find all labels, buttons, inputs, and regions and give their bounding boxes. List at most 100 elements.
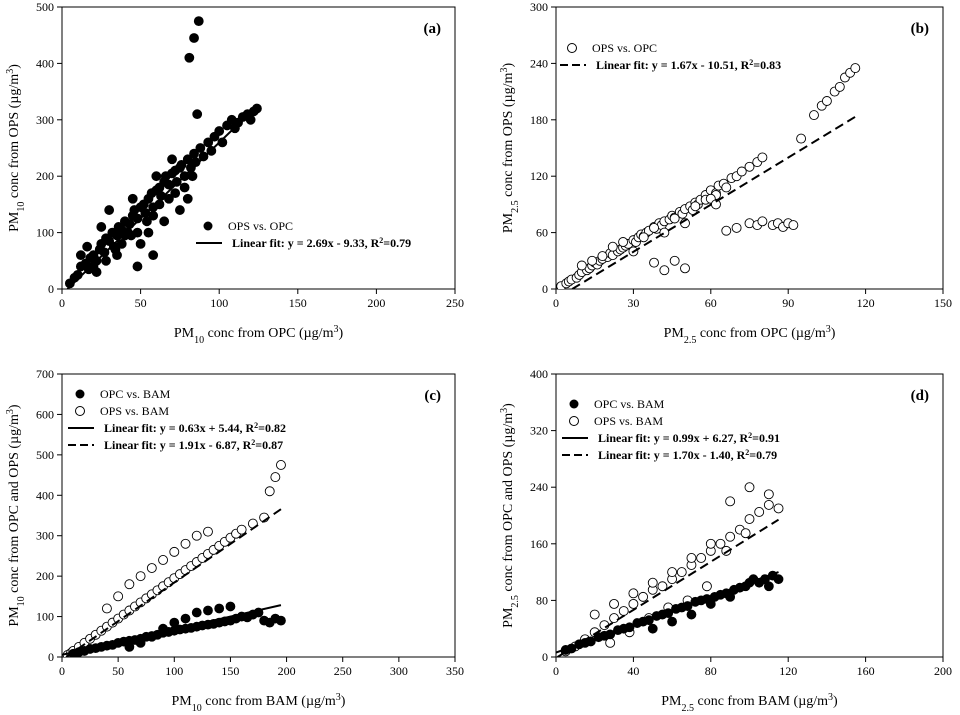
- series-filled: [64, 16, 262, 289]
- data-point: [124, 579, 135, 590]
- data-point: [773, 503, 784, 514]
- legend-entry: OPS vs. BAM: [100, 404, 169, 418]
- data-point: [189, 33, 199, 43]
- y-tick-label: 60: [536, 226, 548, 240]
- data-point: [788, 220, 799, 231]
- fit-line-solid: [66, 105, 258, 289]
- data-point: [676, 567, 687, 578]
- data-point: [773, 574, 784, 585]
- y-axis-label: PM10 conc from OPC and OPS (µg/m3): [5, 404, 27, 627]
- data-point: [135, 571, 146, 582]
- data-point: [680, 263, 690, 274]
- x-tick-label: 150: [289, 296, 307, 310]
- fit-line-dashed: [557, 518, 780, 657]
- x-axis-label: PM2.5 conc from OPC (µg/m3): [664, 324, 836, 346]
- data-point: [757, 216, 768, 227]
- data-point: [607, 241, 618, 252]
- y-tick-label: 320: [530, 424, 548, 438]
- y-tick-label: 400: [36, 56, 54, 70]
- data-point: [736, 166, 747, 177]
- data-point: [91, 267, 102, 277]
- data-point: [667, 567, 678, 578]
- legend: OPC vs. BAM OPS vs. BAM Linear fit: y = 0.…: [562, 397, 780, 462]
- panel-d: 0 40 80 120 160 200 0 80 160 240 320 400 PM2.5 conc …: [499, 367, 953, 714]
- y-tick-label: 240: [530, 56, 548, 70]
- x-tick-label: 200: [278, 664, 296, 678]
- data-point: [101, 603, 112, 614]
- x-tick-label: 90: [782, 296, 794, 310]
- data-point: [657, 581, 668, 592]
- data-point: [184, 52, 195, 63]
- data-point: [725, 591, 736, 602]
- x-tick-label: 0: [553, 664, 559, 678]
- legend-entry: OPS vs. BAM: [594, 414, 663, 428]
- legend-fit-label: Linear fit: y = 0.99x + 6.27, R2=0.91: [598, 431, 780, 446]
- panel-label: (b): [911, 21, 929, 37]
- data-point: [721, 225, 732, 236]
- data-point: [725, 531, 736, 542]
- data-point: [628, 598, 639, 609]
- plot-frame: [61, 6, 456, 290]
- data-point: [647, 577, 658, 588]
- y-tick-label: 400: [36, 488, 54, 502]
- y-tick-label: 500: [36, 0, 54, 14]
- data-point: [669, 213, 680, 224]
- data-point: [132, 213, 143, 224]
- data-point: [686, 553, 697, 563]
- data-point: [116, 238, 127, 249]
- legend-marker-filled: [203, 221, 213, 231]
- x-tick-label: 80: [705, 664, 717, 678]
- y-tick-label: 0: [48, 282, 54, 296]
- data-point: [169, 546, 180, 557]
- data-point: [214, 603, 225, 614]
- legend: OPC vs. BAM OPS vs. BAM Linear fit: y = 0.…: [68, 387, 286, 452]
- data-point: [191, 530, 202, 541]
- data-point: [725, 496, 736, 507]
- data-point: [276, 615, 286, 626]
- data-point: [667, 616, 677, 627]
- fit-line-solid: [556, 571, 779, 654]
- x-axis-label: PM10 conc from BAM (µg/m3): [172, 692, 346, 714]
- data-point: [179, 182, 190, 193]
- y-axis-label: PM10 conc from OPS (µg/m3): [5, 64, 27, 232]
- data-point: [101, 255, 111, 266]
- panel-label: (c): [424, 388, 441, 404]
- data-point: [809, 110, 819, 121]
- data-point: [705, 538, 716, 549]
- y-axis-label: PM2.5 conc from OPC and OPS (µg/m3): [499, 403, 521, 628]
- data-point: [245, 114, 256, 125]
- data-point: [158, 555, 169, 565]
- data-point: [141, 216, 152, 227]
- x-tick-label: 50: [135, 296, 147, 310]
- y-tick-label: 80: [536, 593, 548, 607]
- data-point: [609, 598, 619, 609]
- data-point: [270, 472, 281, 483]
- data-point: [659, 265, 670, 276]
- data-marks: [556, 482, 784, 657]
- x-tick-label: 0: [553, 296, 559, 310]
- y-tick-label: 500: [36, 448, 54, 462]
- data-point: [132, 227, 143, 238]
- plot-frame: [61, 373, 456, 658]
- x-tick-label: 350: [446, 664, 464, 678]
- legend-entry: OPC vs. BAM: [100, 387, 171, 401]
- x-tick-label: 40: [627, 664, 639, 678]
- data-point: [618, 606, 629, 616]
- legend-fit-label: Linear fit: y = 1.70x - 1.40, R2=0.79: [598, 448, 777, 463]
- data-point: [721, 182, 732, 193]
- data-point: [731, 222, 742, 233]
- data-point: [696, 553, 707, 563]
- data-point: [744, 514, 755, 524]
- data-point: [597, 251, 608, 262]
- legend-marker-filled: [75, 389, 85, 399]
- data-point: [264, 486, 275, 497]
- plot-frame: [555, 373, 944, 658]
- data-point: [649, 257, 659, 268]
- fit-line-dashed: [65, 508, 282, 657]
- data-point: [618, 237, 629, 247]
- x-tick-label: 0: [59, 296, 65, 310]
- data-point: [744, 161, 755, 172]
- data-point: [701, 581, 712, 592]
- data-point: [796, 133, 807, 144]
